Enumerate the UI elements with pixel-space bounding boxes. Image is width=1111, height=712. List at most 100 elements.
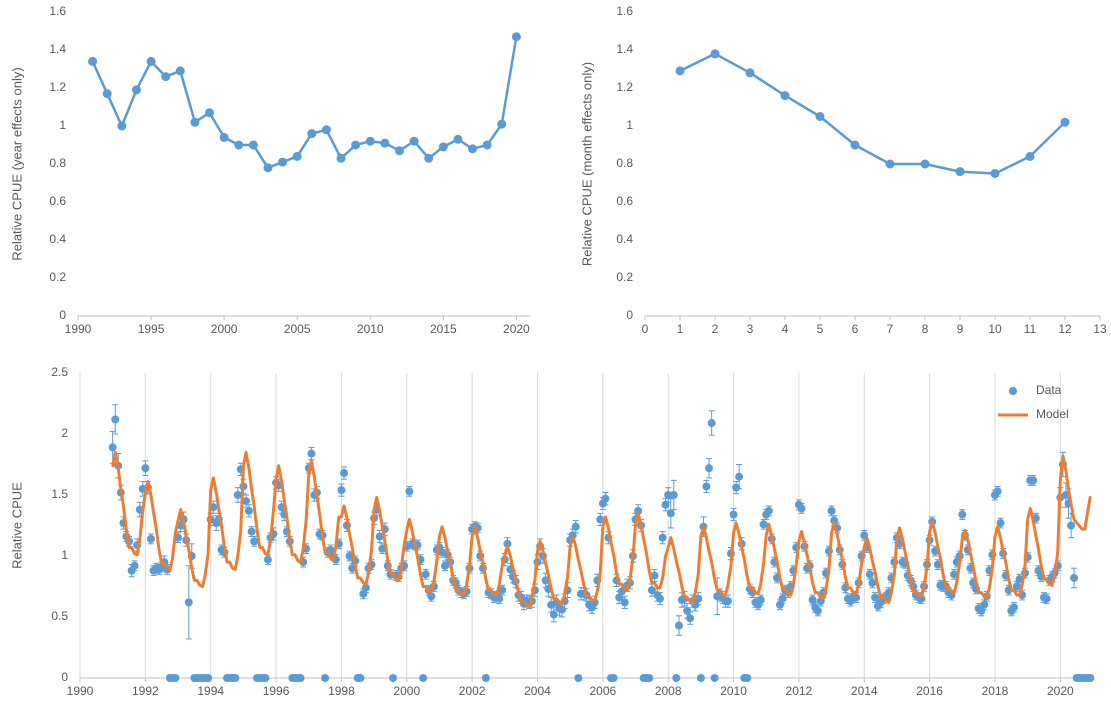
legend-label: Model bbox=[1036, 407, 1069, 421]
data-point bbox=[650, 571, 659, 580]
x-tick-label: 2012 bbox=[786, 684, 813, 698]
data-point bbox=[557, 605, 566, 614]
x-tick-label: 2006 bbox=[589, 684, 616, 698]
data-point bbox=[723, 597, 732, 606]
data-point bbox=[920, 159, 930, 169]
data-point bbox=[980, 600, 989, 609]
y-tick-label: 2 bbox=[61, 426, 68, 440]
y-tick-label: 1.4 bbox=[49, 42, 66, 56]
data-point bbox=[827, 506, 836, 515]
data-point bbox=[830, 516, 839, 525]
x-tick-label: 1996 bbox=[263, 684, 290, 698]
data-point bbox=[815, 112, 825, 121]
data-point bbox=[743, 674, 752, 682]
data-point bbox=[729, 510, 738, 519]
legend-marker bbox=[1009, 387, 1017, 395]
data-point bbox=[405, 487, 414, 496]
data-point bbox=[571, 522, 580, 531]
y-tick-label: 1.6 bbox=[616, 4, 633, 18]
data-point bbox=[242, 497, 251, 506]
data-point bbox=[102, 89, 112, 99]
data-point bbox=[427, 592, 436, 601]
x-tick-label: 2010 bbox=[720, 684, 747, 698]
data-point bbox=[204, 674, 213, 682]
y-tick-label: 0.2 bbox=[49, 270, 66, 284]
data-point bbox=[686, 614, 695, 623]
data-point bbox=[702, 482, 711, 491]
data-point bbox=[345, 552, 354, 560]
y-tick-label: 0.8 bbox=[49, 156, 66, 170]
data-point bbox=[161, 72, 171, 82]
y-axis-title: Relative CPUE (year effects only) bbox=[9, 67, 24, 260]
data-point bbox=[497, 119, 507, 129]
data-point bbox=[705, 464, 714, 473]
data-point bbox=[424, 153, 434, 163]
data-point bbox=[609, 674, 618, 682]
data-point bbox=[130, 561, 139, 570]
data-point bbox=[885, 159, 895, 169]
data-point bbox=[108, 443, 117, 452]
data-point bbox=[674, 621, 683, 630]
data-point bbox=[111, 415, 120, 424]
data-point bbox=[797, 504, 806, 513]
x-tick-label: 2 bbox=[712, 322, 719, 336]
y-tick-label: 1.2 bbox=[49, 80, 66, 94]
data-point bbox=[645, 674, 654, 682]
data-point bbox=[710, 674, 719, 682]
x-tick-label: 4 bbox=[782, 322, 789, 336]
data-point bbox=[321, 125, 331, 135]
x-tick-label: 2014 bbox=[851, 684, 878, 698]
data-point bbox=[351, 140, 361, 150]
data-point bbox=[759, 520, 768, 529]
data-point bbox=[375, 532, 384, 541]
data-point bbox=[852, 593, 861, 602]
y-tick-label: 0.8 bbox=[616, 156, 633, 170]
data-point bbox=[669, 491, 678, 499]
data-point bbox=[146, 56, 156, 66]
data-point bbox=[850, 140, 860, 150]
data-point bbox=[263, 163, 273, 173]
data-point bbox=[141, 464, 150, 473]
data-point bbox=[359, 589, 368, 598]
data-point bbox=[495, 594, 504, 603]
y-tick-label: 2.5 bbox=[51, 365, 68, 379]
y-tick-label: 0.6 bbox=[49, 194, 66, 208]
data-point bbox=[438, 142, 448, 152]
data-point bbox=[292, 151, 302, 161]
data-point bbox=[356, 674, 365, 682]
data-point bbox=[421, 570, 430, 579]
x-tick-label: 11 bbox=[1024, 322, 1037, 336]
data-point bbox=[171, 674, 180, 682]
model-line bbox=[111, 450, 1092, 608]
y-tick-label: 0 bbox=[626, 308, 633, 322]
data-point bbox=[732, 483, 741, 492]
x-tick-label: 8 bbox=[922, 322, 929, 336]
x-tick-label: 0 bbox=[642, 322, 649, 336]
y-tick-label: 1 bbox=[626, 118, 633, 132]
data-point bbox=[977, 606, 986, 615]
data-point bbox=[672, 674, 681, 682]
data-point bbox=[233, 491, 242, 499]
data-point bbox=[205, 108, 215, 118]
y-tick-label: 0.5 bbox=[51, 609, 68, 623]
data-point bbox=[278, 157, 288, 167]
data-point bbox=[419, 674, 428, 682]
x-tick-label: 7 bbox=[887, 322, 894, 336]
x-tick-label: 2020 bbox=[503, 322, 530, 336]
x-tick-label: 2010 bbox=[357, 322, 384, 336]
data-point bbox=[620, 598, 629, 607]
data-point bbox=[380, 138, 390, 148]
y-tick-label: 0 bbox=[59, 308, 66, 322]
data-point bbox=[321, 674, 330, 682]
y-tick-label: 0.6 bbox=[616, 194, 633, 208]
x-tick-label: 2000 bbox=[211, 322, 238, 336]
data-point bbox=[511, 32, 521, 42]
data-point bbox=[250, 537, 259, 546]
data-point bbox=[666, 509, 675, 518]
data-point bbox=[261, 674, 270, 682]
data-point bbox=[658, 533, 667, 542]
data-point bbox=[664, 491, 673, 499]
data-point bbox=[615, 593, 624, 602]
